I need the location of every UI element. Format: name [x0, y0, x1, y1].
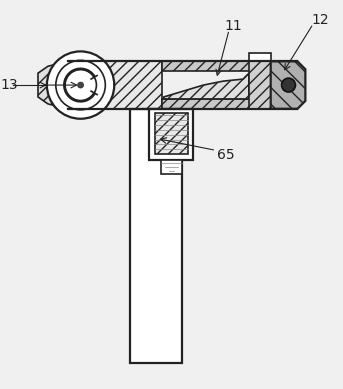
Polygon shape: [155, 113, 188, 154]
Polygon shape: [162, 61, 276, 71]
Circle shape: [78, 82, 84, 88]
Polygon shape: [164, 73, 249, 99]
Polygon shape: [149, 109, 193, 160]
Circle shape: [47, 51, 114, 119]
Polygon shape: [38, 61, 68, 109]
Text: 11: 11: [224, 19, 242, 33]
Circle shape: [65, 69, 96, 101]
Polygon shape: [162, 99, 276, 109]
Polygon shape: [68, 61, 162, 109]
Text: 12: 12: [311, 13, 329, 27]
Circle shape: [282, 78, 295, 92]
Text: 65: 65: [217, 148, 235, 162]
Polygon shape: [249, 53, 271, 61]
Polygon shape: [249, 61, 271, 109]
Circle shape: [56, 60, 105, 110]
Text: 13: 13: [0, 78, 18, 92]
Polygon shape: [271, 61, 305, 109]
Polygon shape: [130, 109, 181, 363]
Polygon shape: [161, 160, 181, 174]
